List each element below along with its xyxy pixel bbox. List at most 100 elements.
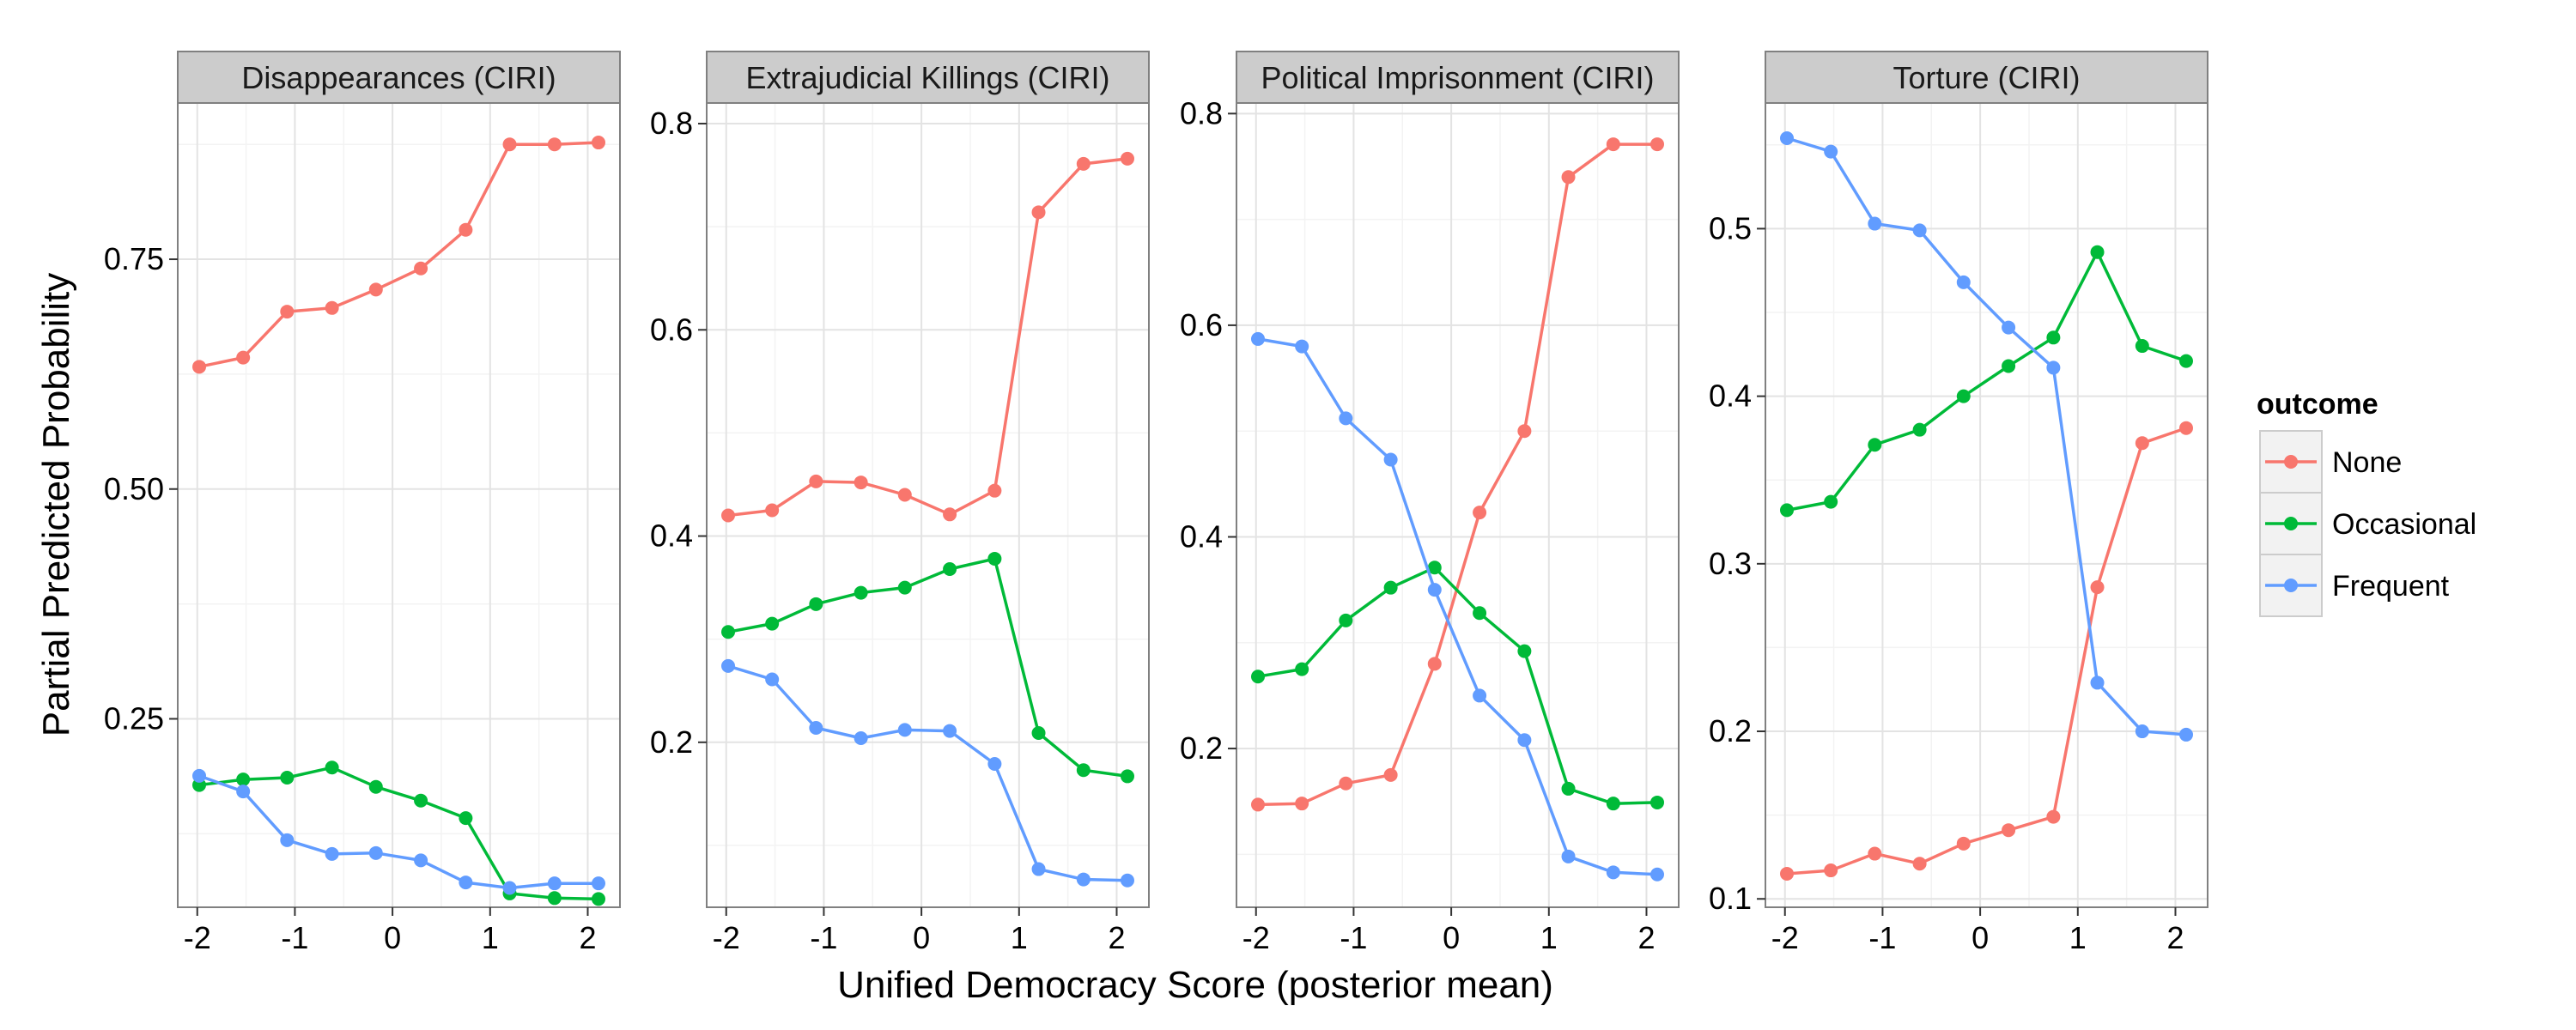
data-point xyxy=(325,300,339,315)
series-line xyxy=(198,774,598,890)
data-point xyxy=(2046,809,2061,824)
data-point xyxy=(368,779,383,794)
series-line xyxy=(727,157,1128,518)
panel-3: Political Imprisonment (CIRI) 0.2 0.4 0.6 0.… xyxy=(1180,51,1680,955)
data-point xyxy=(280,771,295,785)
data-point xyxy=(1427,560,1442,575)
series-frequent xyxy=(1780,130,2193,742)
data-point xyxy=(1561,170,1576,185)
data-point xyxy=(1780,503,1795,518)
facet-title: Political Imprisonment (CIRI) xyxy=(1261,60,1654,95)
x-tick-label: 2 xyxy=(2166,920,2184,955)
facet-strip xyxy=(706,51,1150,104)
data-point xyxy=(1295,797,1309,811)
data-point xyxy=(1517,733,1532,748)
data-point xyxy=(1076,763,1091,778)
data-point xyxy=(1912,857,1927,871)
y-tick-label: 0.50 xyxy=(104,471,164,506)
data-point xyxy=(2178,727,2193,742)
data-point xyxy=(854,730,868,745)
x-tick-label: -2 xyxy=(1242,920,1270,955)
data-point xyxy=(1473,688,1487,703)
series-none xyxy=(721,151,1134,523)
data-point xyxy=(1824,144,1838,159)
data-point xyxy=(1649,795,1664,809)
x-tick-label: 1 xyxy=(2069,920,2087,955)
data-point xyxy=(547,891,562,906)
data-point xyxy=(721,625,736,639)
data-point xyxy=(765,616,780,631)
series-occasional xyxy=(721,551,1134,784)
data-point xyxy=(809,597,823,611)
data-point xyxy=(1606,137,1620,152)
data-point xyxy=(1517,644,1532,658)
data-point xyxy=(1912,422,1927,437)
legend-key-point xyxy=(2284,455,2298,469)
data-point xyxy=(2002,359,2016,373)
series-frequent xyxy=(721,658,1134,888)
legend-label: Frequent xyxy=(2332,570,2450,603)
data-point xyxy=(1606,797,1620,811)
data-point xyxy=(943,507,957,522)
data-point xyxy=(943,561,957,576)
series-line xyxy=(727,664,1128,882)
series-line xyxy=(1257,566,1658,805)
data-point xyxy=(1956,836,1971,851)
data-point xyxy=(1076,156,1091,171)
facet-title: Disappearances (CIRI) xyxy=(241,60,556,95)
data-point xyxy=(1780,866,1795,881)
data-point xyxy=(1606,865,1620,880)
legend-key-point xyxy=(2284,579,2298,592)
panel-background xyxy=(1236,103,1679,907)
data-point xyxy=(1031,862,1046,876)
facet-strip xyxy=(1765,51,2208,104)
series-none xyxy=(1780,421,2193,881)
data-point xyxy=(987,483,1002,498)
data-point xyxy=(1427,657,1442,671)
x-tick-label: -1 xyxy=(1340,920,1367,955)
data-point xyxy=(547,137,562,152)
legend-key-point xyxy=(2284,517,2298,530)
data-point xyxy=(2090,245,2105,259)
chart-panels: Disappearances (CIRI)0.250.500.75-2 -1 0 1 2… xyxy=(104,51,2208,955)
x-tick-label: 0 xyxy=(1443,920,1460,955)
data-point xyxy=(1295,339,1309,354)
y-tick-label: 0.3 xyxy=(1709,546,1752,581)
series-none xyxy=(1251,137,1664,812)
data-point xyxy=(2178,421,2193,435)
panel-background xyxy=(1765,103,2208,907)
legend-item-frequent: Frequent xyxy=(2259,554,2450,617)
data-point xyxy=(2135,436,2149,451)
series-line xyxy=(1786,136,2187,736)
data-point xyxy=(2135,339,2149,354)
data-point xyxy=(1868,216,1882,231)
series-frequent xyxy=(192,768,605,895)
panel-4: Torture (CIRI) 0.1 0.2 0.3 0.4 0.5 -2 -1 0 1 2 xyxy=(1709,51,2208,955)
data-point xyxy=(1649,137,1664,152)
series-line xyxy=(198,766,599,901)
series-line xyxy=(1786,250,2187,512)
x-tick-label: -1 xyxy=(810,920,837,955)
y-tick-label: 0.6 xyxy=(1180,307,1223,342)
data-point xyxy=(459,811,473,826)
x-tick-label: -2 xyxy=(713,920,740,955)
y-tick-label: 0.8 xyxy=(650,106,693,141)
series-line xyxy=(1257,337,1658,876)
series-line xyxy=(727,557,1128,779)
data-point xyxy=(1868,438,1882,452)
data-point xyxy=(1251,797,1266,812)
y-tick-label: 0.4 xyxy=(650,518,693,554)
series-none xyxy=(192,136,605,374)
facet-title: Torture (CIRI) xyxy=(1893,60,2080,95)
data-point xyxy=(897,488,912,502)
data-point xyxy=(2090,676,2105,690)
data-point xyxy=(1561,781,1576,796)
data-point xyxy=(368,845,383,860)
data-point xyxy=(1383,580,1398,595)
series-line xyxy=(1257,142,1657,807)
data-point xyxy=(1251,670,1266,684)
data-point xyxy=(897,723,912,737)
x-tick-label: -2 xyxy=(1771,920,1799,955)
y-tick-label: 0.4 xyxy=(1180,518,1223,554)
